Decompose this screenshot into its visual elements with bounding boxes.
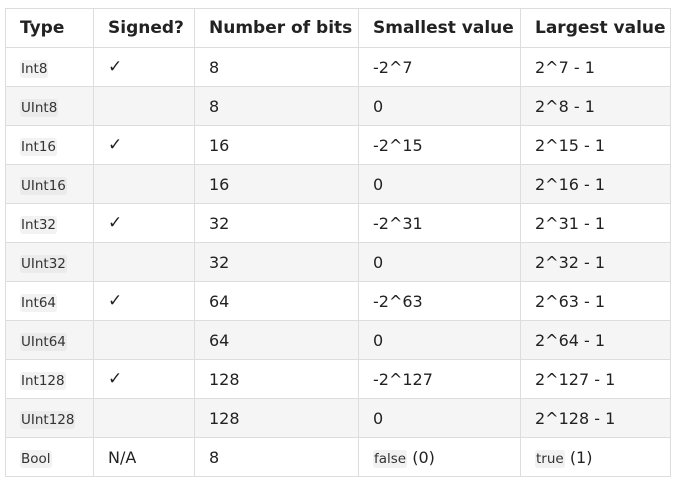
cell-smallest: -2^127	[358, 359, 521, 399]
largest-code: true	[535, 449, 565, 468]
cell-bits: 128	[194, 359, 359, 399]
cell-bits: 16	[194, 164, 359, 204]
cell-smallest: -2^31	[358, 203, 521, 243]
cell-signed: ✓	[93, 281, 195, 321]
cell-largest: 2^16 - 1	[520, 164, 671, 204]
type-code: Int16	[20, 137, 58, 156]
cell-type: Int32	[5, 203, 94, 243]
cell-type: UInt8	[5, 86, 94, 126]
cell-signed	[93, 398, 195, 438]
header-signed: Signed?	[93, 8, 195, 48]
cell-smallest: -2^63	[358, 281, 521, 321]
type-code: Int128	[20, 371, 66, 390]
cell-signed	[93, 242, 195, 282]
cell-smallest: false (0)	[358, 437, 521, 477]
cell-largest: 2^128 - 1	[520, 398, 671, 438]
table-row: Int128 ✓ 128 -2^127 2^127 - 1	[5, 359, 671, 399]
header-number-of-bits: Number of bits	[194, 8, 359, 48]
smallest-rest: (0)	[412, 447, 435, 467]
type-code: UInt32	[20, 254, 67, 273]
cell-signed: ✓	[93, 125, 195, 165]
integer-types-table-container: Type Signed? Number of bits Smallest val…	[5, 8, 671, 477]
cell-largest: 2^31 - 1	[520, 203, 671, 243]
cell-signed: N/A	[93, 437, 195, 477]
header-smallest-value: Smallest value	[358, 8, 521, 48]
cell-type: UInt128	[5, 398, 94, 438]
cell-smallest: 0	[358, 398, 521, 438]
type-code: UInt16	[20, 176, 67, 195]
table-row: Bool N/A 8 false (0) true (1)	[5, 437, 671, 477]
cell-bits: 8	[194, 47, 359, 87]
cell-signed: ✓	[93, 359, 195, 399]
cell-signed: ✓	[93, 203, 195, 243]
cell-largest: true (1)	[520, 437, 671, 477]
cell-largest: 2^127 - 1	[520, 359, 671, 399]
table-row: UInt64 64 0 2^64 - 1	[5, 320, 671, 360]
cell-smallest: 0	[358, 164, 521, 204]
cell-bits: 8	[194, 437, 359, 477]
cell-smallest: 0	[358, 320, 521, 360]
cell-bits: 16	[194, 125, 359, 165]
type-code: UInt8	[20, 98, 59, 117]
table-row: UInt8 8 0 2^8 - 1	[5, 86, 671, 126]
cell-largest: 2^32 - 1	[520, 242, 671, 282]
type-code: UInt128	[20, 410, 76, 429]
type-code: Int64	[20, 293, 58, 312]
integer-types-table: Type Signed? Number of bits Smallest val…	[5, 8, 671, 477]
cell-type: UInt64	[5, 320, 94, 360]
table-row: Int16 ✓ 16 -2^15 2^15 - 1	[5, 125, 671, 165]
table-header-row: Type Signed? Number of bits Smallest val…	[5, 8, 671, 48]
cell-bits: 64	[194, 281, 359, 321]
type-code: UInt64	[20, 332, 67, 351]
cell-smallest: 0	[358, 242, 521, 282]
table-row: Int32 ✓ 32 -2^31 2^31 - 1	[5, 203, 671, 243]
cell-smallest: 0	[358, 86, 521, 126]
cell-type: Int16	[5, 125, 94, 165]
header-type: Type	[5, 8, 94, 48]
cell-type: UInt32	[5, 242, 94, 282]
cell-bits: 32	[194, 242, 359, 282]
largest-rest: (1)	[569, 447, 593, 467]
table-row: UInt128 128 0 2^128 - 1	[5, 398, 671, 438]
table-row: UInt16 16 0 2^16 - 1	[5, 164, 671, 204]
table-row: UInt32 32 0 2^32 - 1	[5, 242, 671, 282]
cell-type: Bool	[5, 437, 94, 477]
cell-largest: 2^64 - 1	[520, 320, 671, 360]
cell-type: Int128	[5, 359, 94, 399]
cell-signed	[93, 320, 195, 360]
cell-type: Int64	[5, 281, 94, 321]
type-code: Int32	[20, 215, 58, 234]
cell-bits: 64	[194, 320, 359, 360]
cell-largest: 2^8 - 1	[520, 86, 671, 126]
cell-type: UInt16	[5, 164, 94, 204]
cell-bits: 32	[194, 203, 359, 243]
cell-bits: 128	[194, 398, 359, 438]
cell-smallest: -2^15	[358, 125, 521, 165]
cell-smallest: -2^7	[358, 47, 521, 87]
cell-signed	[93, 164, 195, 204]
cell-signed	[93, 86, 195, 126]
cell-type: Int8	[5, 47, 94, 87]
cell-largest: 2^15 - 1	[520, 125, 671, 165]
smallest-code: false	[373, 449, 408, 468]
cell-signed: ✓	[93, 47, 195, 87]
cell-largest: 2^7 - 1	[520, 47, 671, 87]
type-code: Bool	[20, 449, 52, 468]
cell-largest: 2^63 - 1	[520, 281, 671, 321]
table-row: Int64 ✓ 64 -2^63 2^63 - 1	[5, 281, 671, 321]
type-code: Int8	[20, 59, 49, 78]
cell-bits: 8	[194, 86, 359, 126]
header-largest-value: Largest value	[520, 8, 671, 48]
table-row: Int8 ✓ 8 -2^7 2^7 - 1	[5, 47, 671, 87]
